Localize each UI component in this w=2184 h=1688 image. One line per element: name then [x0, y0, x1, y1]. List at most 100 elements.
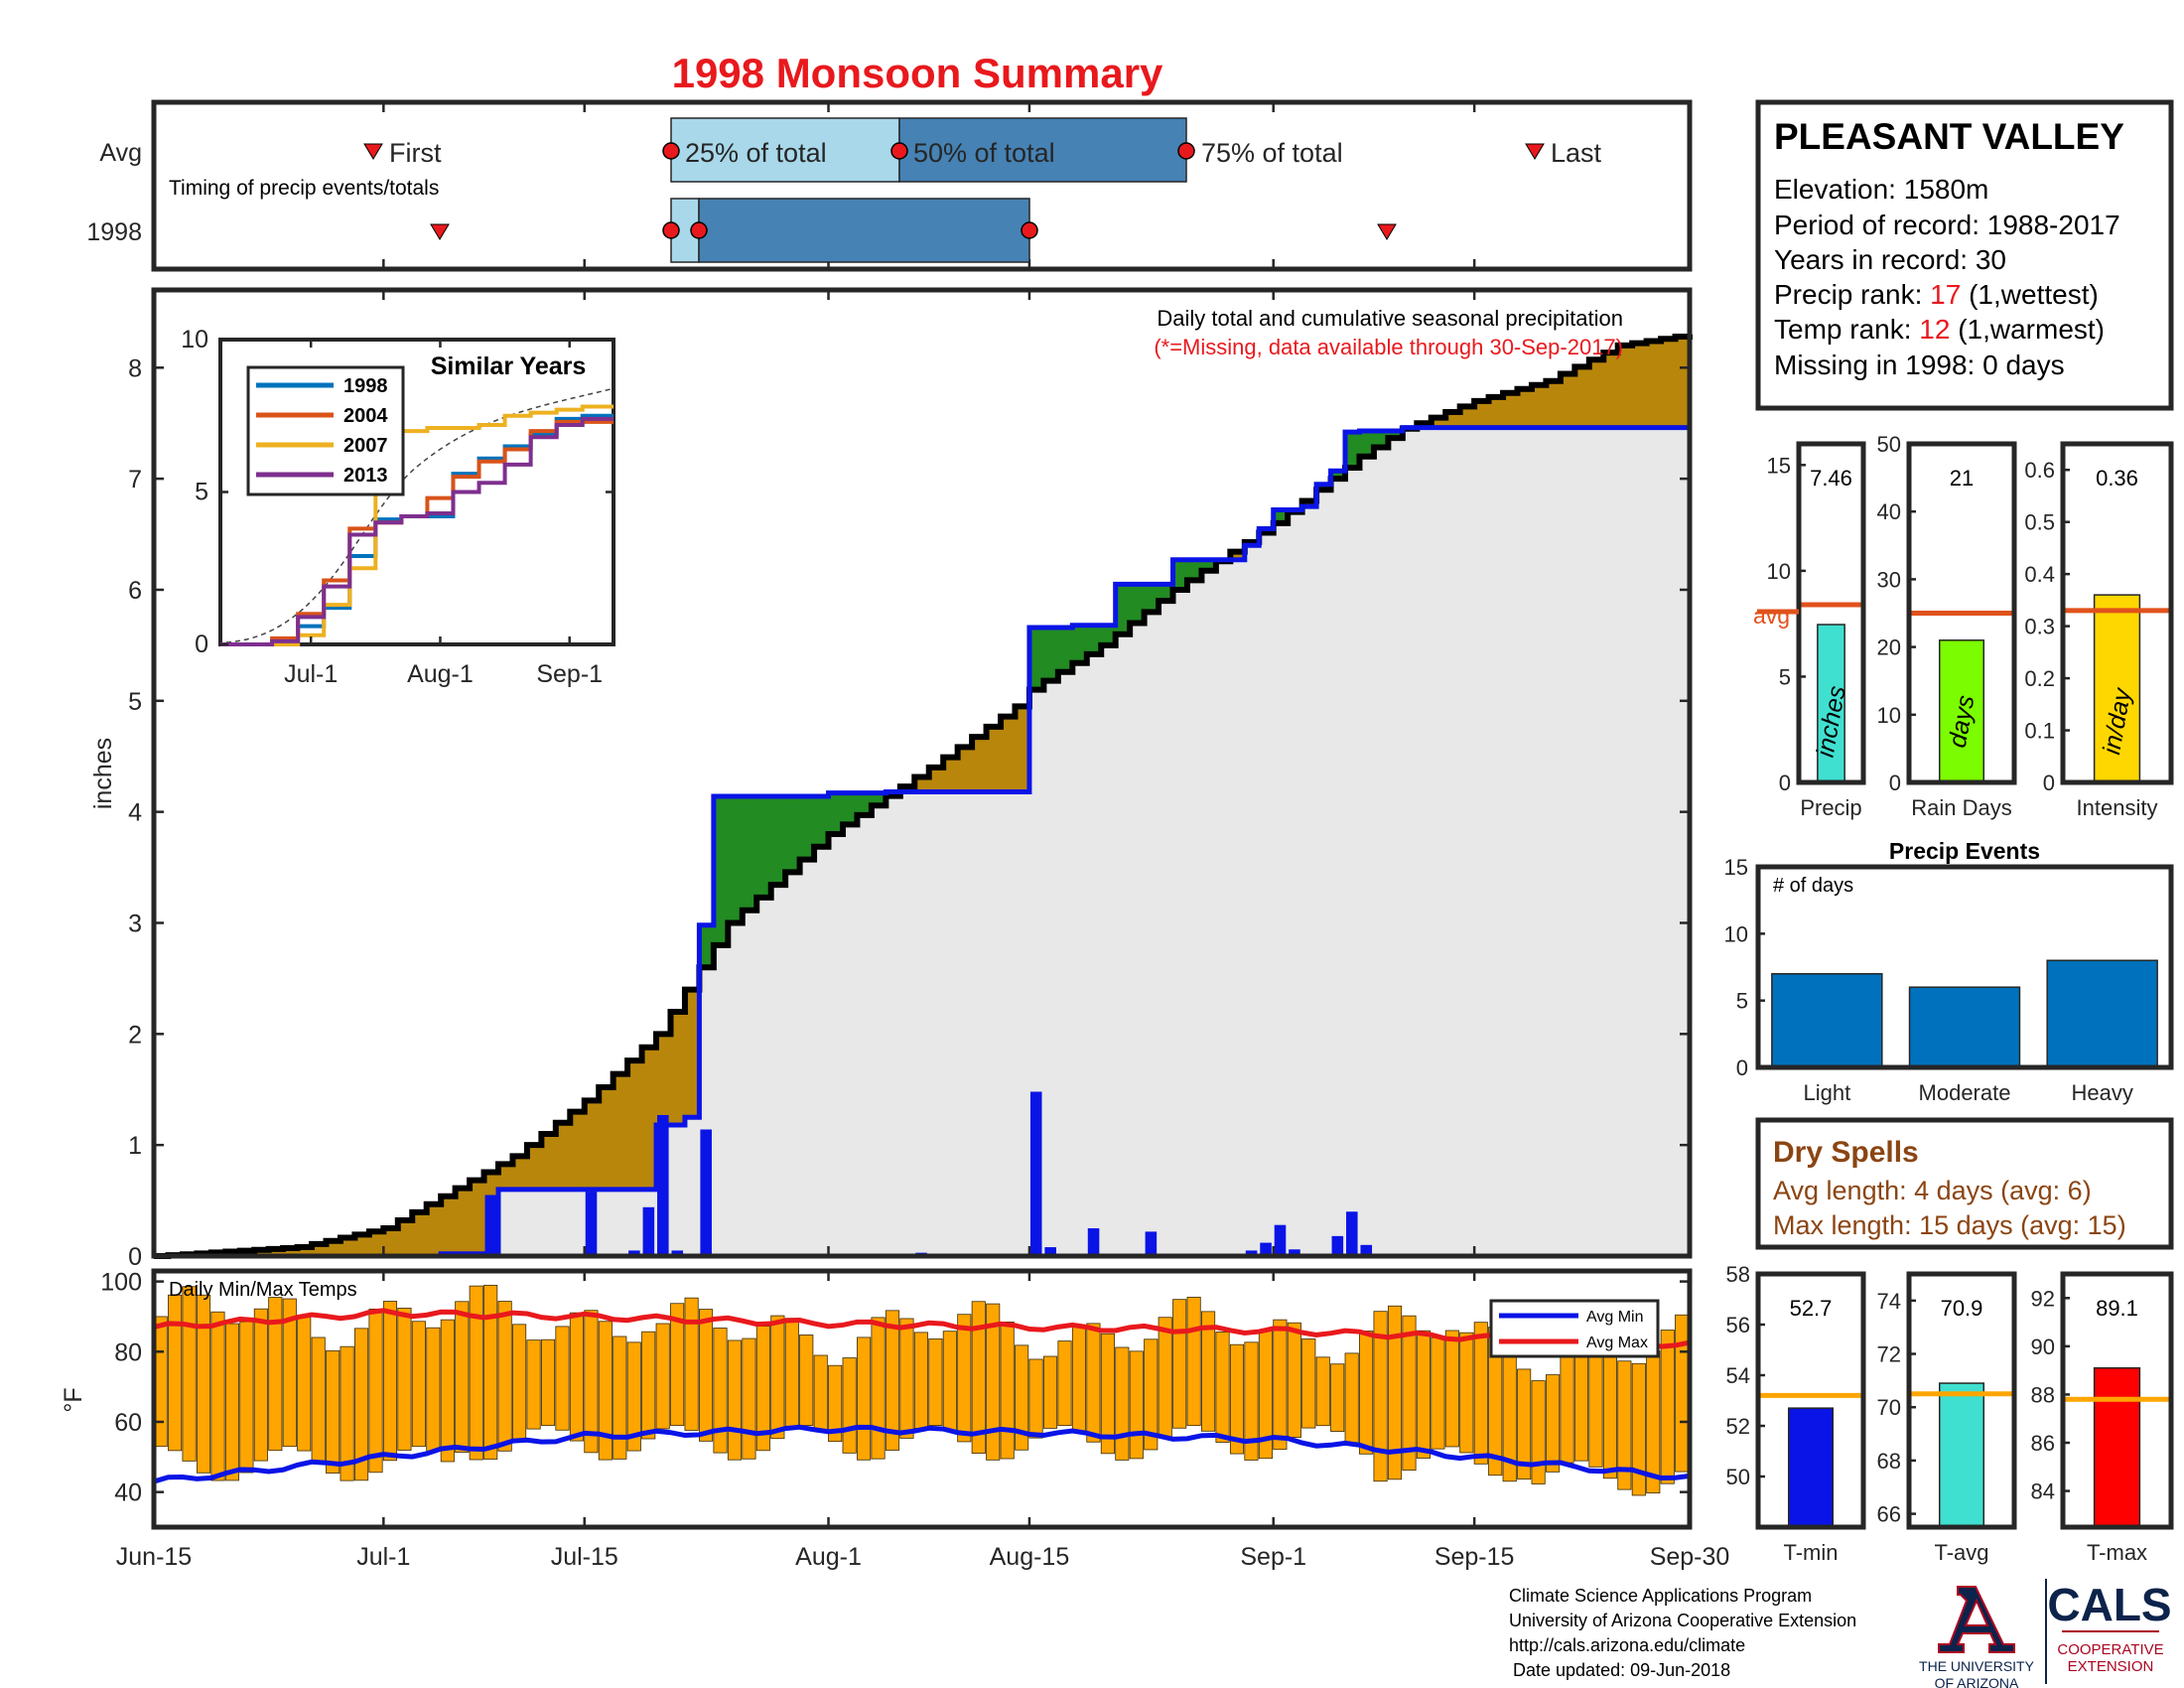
stat-label: T-max — [2087, 1540, 2147, 1565]
daily-temp-bar — [684, 1297, 699, 1431]
stat-value: 89.1 — [2096, 1296, 2138, 1321]
stat-bar — [1787, 1407, 1835, 1528]
event-bar — [1908, 986, 2021, 1068]
avg-50-75-box — [898, 117, 1187, 183]
daily-temp-bar — [354, 1328, 369, 1481]
temps-chart: 40 60 80 100 Daily Min/Max Temps °F Avg Min… — [60, 1268, 1693, 1530]
panel-y-tick-label: 0 — [1889, 771, 1901, 795]
inset-title: Similar Years — [431, 352, 587, 380]
difference-segment — [943, 757, 959, 792]
difference-segment — [656, 1034, 672, 1126]
daily-temp-bar — [1646, 1350, 1661, 1494]
panel-y-tick-label: 56 — [1726, 1313, 1750, 1337]
pct50-label: 50% of total — [913, 138, 1055, 168]
difference-segment — [497, 1164, 514, 1190]
events-y-label: # of days — [1773, 875, 1853, 897]
dry-spells-avg: Avg length: 4 days (avg: 6) — [1773, 1176, 2092, 1205]
y1998-75-marker — [1021, 221, 1038, 239]
daily-precip-bar — [1360, 1244, 1373, 1256]
daily-temp-bar — [799, 1335, 814, 1426]
avg-25-marker — [662, 142, 680, 160]
difference-segment — [1603, 352, 1619, 428]
daily-temp-bar — [1042, 1355, 1058, 1429]
difference-segment — [1459, 406, 1475, 428]
inset-series-line — [220, 404, 614, 646]
daily-temp-bar — [1660, 1330, 1675, 1484]
difference-segment — [1043, 627, 1059, 681]
tmax-panel: 84 86 88 90 92 89.1 T-max — [2031, 1271, 2174, 1565]
difference-segment — [1661, 339, 1677, 428]
panel-y-tick-label: 92 — [2031, 1286, 2055, 1311]
difference-segment — [1172, 559, 1188, 590]
stat-bar — [1938, 639, 1985, 783]
station-name: PLEASANT VALLEY — [1774, 116, 2124, 157]
difference-segment — [268, 1248, 284, 1256]
avg-first-marker — [363, 143, 383, 160]
daily-temp-bar — [182, 1286, 197, 1462]
daily-temp-bar — [512, 1324, 527, 1440]
daily-temp-bar — [239, 1321, 254, 1474]
daily-temp-bar — [1172, 1299, 1187, 1429]
difference-segment — [713, 795, 729, 945]
daily-temp-bar — [426, 1327, 441, 1452]
legend-avg-max: Avg Max — [1586, 1335, 1648, 1351]
panel-y-tick-label: 20 — [1877, 635, 1901, 660]
panel-y-tick-label: 40 — [1877, 499, 1901, 524]
difference-segment — [570, 1111, 586, 1190]
daily-temp-bar — [282, 1298, 297, 1448]
difference-segment — [354, 1234, 370, 1256]
difference-segment — [1130, 584, 1146, 624]
daily-temp-bar — [1000, 1322, 1015, 1460]
stat-value: 7.46 — [1810, 466, 1852, 491]
date-tick-label: Jul-1 — [356, 1543, 410, 1571]
panel-y-tick-label: 15 — [1767, 453, 1791, 478]
daily-temp-bar — [1330, 1363, 1345, 1432]
daily-temp-bar — [326, 1349, 341, 1474]
difference-segment — [670, 1011, 686, 1126]
stat-label: Precip — [1800, 795, 1861, 820]
daily-temp-bar — [1617, 1360, 1632, 1490]
difference-segment — [283, 1247, 299, 1256]
difference-segment — [1144, 584, 1160, 613]
difference-segment — [1373, 431, 1389, 448]
difference-segment — [368, 1231, 384, 1256]
difference-segment — [914, 776, 930, 792]
daily-temp-bar — [1546, 1374, 1561, 1473]
daily-temp-bar — [713, 1328, 728, 1454]
y-tick-label: 4 — [128, 799, 142, 827]
panel-y-tick-label: 0.6 — [2024, 458, 2055, 483]
difference-segment — [1445, 412, 1461, 428]
daily-temp-bar — [268, 1297, 283, 1452]
logo-cals: CALS — [2047, 1579, 2171, 1630]
station-period: Period of record: 1988-2017 — [1774, 210, 2120, 240]
difference-segment — [1015, 706, 1030, 792]
daily-temp-bar — [1229, 1343, 1245, 1455]
panel-frame — [1906, 1271, 2017, 1530]
daily-temp-bar — [411, 1321, 426, 1448]
daily-temp-bar — [497, 1301, 512, 1452]
daily-temp-bar — [986, 1303, 1001, 1461]
pct75-label: 75% of total — [1201, 138, 1343, 168]
daily-temp-bar — [942, 1331, 957, 1432]
daily-temp-bar — [1344, 1352, 1359, 1444]
panel-y-tick-label: 90 — [2031, 1335, 2055, 1359]
timing-title: Timing of precip events/totals — [169, 177, 439, 200]
panel-y-tick-label: 50 — [1726, 1465, 1750, 1489]
difference-segment — [756, 795, 772, 898]
panel-y-tick-label: 66 — [1877, 1502, 1901, 1527]
daily-temp-bar — [1531, 1380, 1546, 1484]
daily-precip-bar — [1029, 1091, 1042, 1256]
similar-years-inset: 0 5 10 Jul-1 Aug-1 Sep-1 Similar Years 1998 20… — [181, 326, 615, 688]
difference-segment — [742, 795, 757, 911]
daily-temp-bar — [742, 1337, 756, 1460]
observed-cumulative-area — [154, 427, 1690, 1257]
daily-temp-bar — [210, 1311, 225, 1481]
panel-y-tick-label: 68 — [1877, 1449, 1901, 1474]
daily-temp-bar — [699, 1309, 714, 1442]
daily-temp-bar — [1315, 1356, 1330, 1427]
stat-bar — [1938, 1382, 1985, 1528]
panel-y-tick-label: 0.4 — [2024, 562, 2055, 587]
difference-segment — [1273, 509, 1289, 523]
temp-y-tick-label: 80 — [114, 1338, 142, 1366]
